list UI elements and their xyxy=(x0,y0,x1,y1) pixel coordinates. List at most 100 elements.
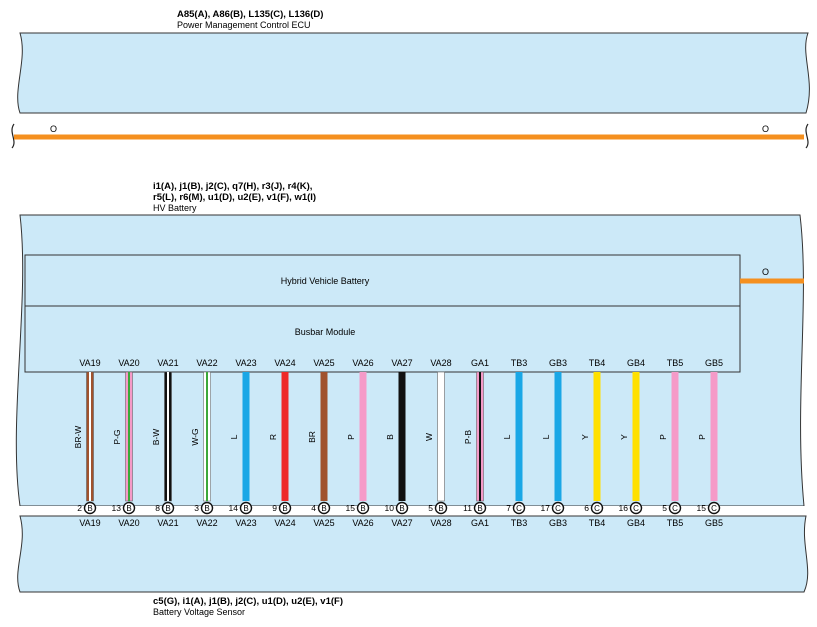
connector-letter: B xyxy=(126,504,131,513)
wire-body xyxy=(593,372,601,501)
connector-strip xyxy=(14,506,810,516)
wire-body xyxy=(281,372,289,501)
wire-color-label: P-G xyxy=(112,429,122,444)
wire-body xyxy=(359,372,367,501)
wire-bottom-label: VA20 xyxy=(118,518,139,528)
connector-circle xyxy=(629,501,643,515)
bus-left-label: O xyxy=(50,124,57,134)
connector-letter: B xyxy=(165,504,170,513)
wire-pin-number: 10 xyxy=(385,503,395,513)
wire-tb4: TB4 Y 6 C TB4 xyxy=(580,358,605,528)
connector-circle xyxy=(395,501,409,515)
connector-letter: B xyxy=(360,504,365,513)
wire-top-label: GB4 xyxy=(627,358,645,368)
wire-color-label: B-W xyxy=(151,429,161,446)
wire-bottom-label: VA22 xyxy=(196,518,217,528)
connector-circle xyxy=(317,501,331,515)
wire-va21: VA21 B-W 8 B VA21 xyxy=(151,358,179,528)
bottom-component-codes: c5(G), i1(A), j1(B), j2(C), u1(D), u2(E)… xyxy=(153,596,344,607)
wire-top-label: VA28 xyxy=(430,358,451,368)
wire-pin-number: 8 xyxy=(155,503,160,513)
top-component-name: Power Management Control ECU xyxy=(177,20,311,30)
wire-tb3: TB3 L 7 C TB3 xyxy=(502,358,527,528)
wire-color-label: L xyxy=(229,434,239,439)
connector-letter: B xyxy=(438,504,443,513)
wire-pin-number: 11 xyxy=(463,503,472,513)
hybrid-vehicle-battery-box xyxy=(24,254,741,307)
wire-body xyxy=(320,372,328,501)
connector-letter: B xyxy=(399,504,404,513)
wire-top-label: VA22 xyxy=(196,358,217,368)
wire-top-label: TB4 xyxy=(589,358,606,368)
wire-body xyxy=(632,372,640,501)
wire-va20: VA20 P-G 13 B VA20 xyxy=(112,358,140,528)
wire-color-label: W xyxy=(424,433,434,441)
bus-right-label: O xyxy=(762,124,769,134)
wire-pin-number: 15 xyxy=(346,503,356,513)
wire-pin-number: 9 xyxy=(272,503,277,513)
wire-pin-number: 15 xyxy=(697,503,707,513)
bottom-component-name: Battery Voltage Sensor xyxy=(153,607,246,617)
connector-letter: B xyxy=(243,504,248,513)
wire-color-label: BR xyxy=(307,431,317,443)
wire-bottom-label: GB5 xyxy=(705,518,723,528)
wire-top-label: GB5 xyxy=(705,358,723,368)
wire-bottom-label: GA1 xyxy=(471,518,489,528)
connector-letter: C xyxy=(672,504,678,513)
busbar-module-label: Busbar Module xyxy=(295,327,356,337)
connector-circle xyxy=(551,501,565,515)
hv-battery-codes-line1: i1(A), j1(B), j2(C), q7(H), r3(J), r4(K)… xyxy=(153,181,313,192)
connector-letter: C xyxy=(555,504,561,513)
wire-va25: VA25 BR 4 B VA25 xyxy=(307,358,335,528)
wire-body xyxy=(554,372,562,501)
connector-letter: C xyxy=(594,504,600,513)
wire-bottom-label: VA19 xyxy=(79,518,100,528)
wire-pin-number: 5 xyxy=(662,503,667,513)
wire-color-label: Y xyxy=(619,434,629,440)
busbar-module-box xyxy=(24,305,741,373)
connector-letter: B xyxy=(477,504,482,513)
battery-voltage-sensor-panel xyxy=(17,515,809,593)
wire-gb4: GB4 Y 16 C GB4 xyxy=(619,358,645,528)
connector-circle xyxy=(707,501,721,515)
wire-va19: VA19 BR-W 2 B VA19 xyxy=(73,358,101,528)
wire-pin-number: 2 xyxy=(77,503,82,513)
wire-tb5: TB5 P 5 C TB5 xyxy=(658,358,683,528)
wire-pin-number: 7 xyxy=(506,503,511,513)
wire-top-label: VA27 xyxy=(391,358,412,368)
connector-letter: B xyxy=(321,504,326,513)
wire-color-label: W-G xyxy=(190,428,200,445)
wire-pin-number: 13 xyxy=(112,503,122,513)
wire-color-label: L xyxy=(502,434,512,439)
connector-circle xyxy=(161,501,175,515)
connector-circle xyxy=(590,501,604,515)
connector-letter: C xyxy=(516,504,522,513)
wire-top-label: VA20 xyxy=(118,358,139,368)
bus-break-right xyxy=(805,123,809,149)
wire-va28: VA28 W 5 B VA28 xyxy=(424,358,452,528)
wire-color-label: R xyxy=(268,434,278,440)
wire-gb3: GB3 L 17 C GB3 xyxy=(541,358,567,528)
wire-top-label: GA1 xyxy=(471,358,489,368)
wire-color-label: P xyxy=(697,434,707,440)
connector-circle xyxy=(668,501,682,515)
connector-circle xyxy=(278,501,292,515)
wire-top-label: VA24 xyxy=(274,358,295,368)
bus-break-left xyxy=(11,123,15,149)
wire-va23: VA23 L 14 B VA23 xyxy=(229,358,257,528)
wire-color-label: L xyxy=(541,434,551,439)
wire-top-label: TB5 xyxy=(667,358,684,368)
top-component-codes: A85(A), A86(B), L135(C), L136(D) xyxy=(177,9,324,20)
connector-circle xyxy=(473,501,487,515)
wire-body xyxy=(671,372,679,501)
wire-bottom-label: VA24 xyxy=(274,518,295,528)
wire-pin-number: 16 xyxy=(619,503,629,513)
wire-body xyxy=(242,372,250,501)
wire-stripe xyxy=(89,372,91,501)
wire-body xyxy=(515,372,523,501)
wire-bottom-label: VA28 xyxy=(430,518,451,528)
wire-top-label: TB3 xyxy=(511,358,528,368)
wire-color-label: Y xyxy=(580,434,590,440)
wire-bottom-label: GB4 xyxy=(627,518,645,528)
wire-bottom-label: VA23 xyxy=(235,518,256,528)
